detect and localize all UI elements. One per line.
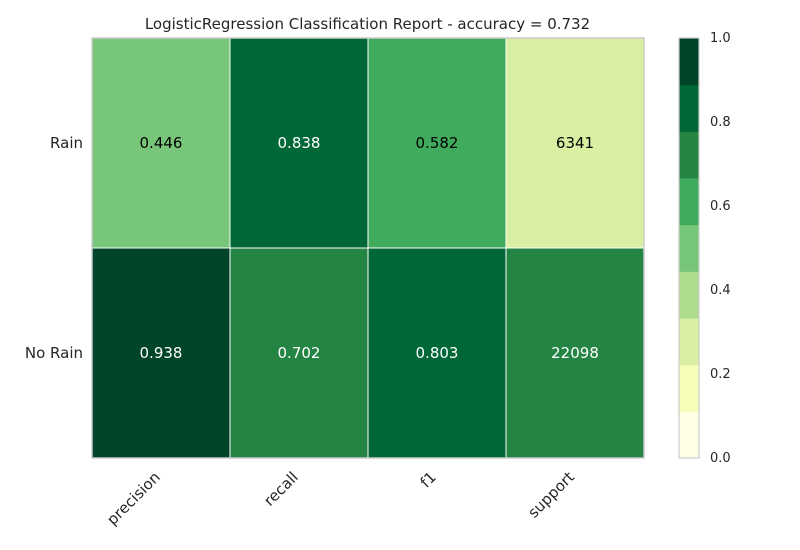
- row-label: No Rain: [25, 344, 83, 362]
- colorbar-segment: [679, 84, 699, 132]
- heatmap-cell: [367, 247, 507, 459]
- colorbar-tick-label: 0.4: [710, 283, 731, 298]
- column-label: recall: [260, 468, 302, 510]
- chart-title: LogisticRegression Classification Report…: [144, 15, 591, 33]
- plot-frame: [91, 37, 645, 459]
- cell-value-label: 0.582: [416, 134, 459, 152]
- colorbar-tick-label: 0.6: [710, 199, 731, 214]
- column-label: support: [524, 468, 578, 522]
- cell-value-label: 0.938: [140, 344, 183, 362]
- colorbar-tick-label: 1.0: [710, 31, 731, 46]
- cell-value-label: 0.838: [278, 134, 321, 152]
- cell-value-label: 6341: [556, 134, 594, 152]
- colorbar-segment: [679, 131, 699, 179]
- heatmap-cell: [91, 247, 231, 459]
- colorbar-segment: [679, 271, 699, 319]
- colorbar-segment: [679, 411, 699, 459]
- heatmap-cell: [229, 247, 369, 459]
- colorbar-segment: [679, 178, 699, 226]
- colorbar-tick-label: 0.2: [710, 367, 731, 382]
- row-label: Rain: [50, 134, 83, 152]
- cell-value-label: 0.702: [278, 344, 321, 362]
- colorbar-frame: [678, 37, 700, 459]
- colorbar-tick-label: 0.0: [710, 451, 731, 466]
- colorbar-segment: [679, 38, 699, 86]
- cell-value-label: 22098: [551, 344, 599, 362]
- cell-value-label: 0.446: [140, 134, 183, 152]
- cell-value-label: 0.803: [416, 344, 459, 362]
- colorbar-segment: [679, 364, 699, 412]
- column-label: precision: [103, 468, 164, 529]
- column-label: f1: [417, 468, 440, 491]
- heatmap-cell: [505, 37, 645, 249]
- colorbar-tick-label: 0.8: [710, 115, 731, 130]
- heatmap-cell: [505, 247, 645, 459]
- colorbar-segment: [679, 224, 699, 272]
- colorbar-segment: [679, 318, 699, 366]
